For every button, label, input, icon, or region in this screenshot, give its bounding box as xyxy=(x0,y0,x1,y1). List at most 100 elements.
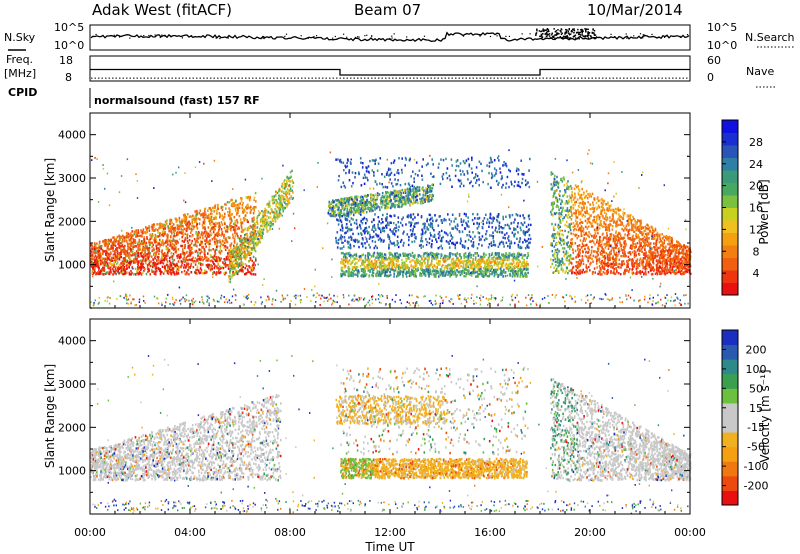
rti-cell xyxy=(96,263,99,266)
rti-cell xyxy=(517,251,520,255)
rti-cell xyxy=(101,257,103,260)
rti-cell xyxy=(365,258,367,262)
rti-cell xyxy=(172,223,175,226)
rti-cell xyxy=(175,251,177,254)
rti-cell xyxy=(158,252,160,255)
rti-cell xyxy=(378,258,380,262)
noise-search-dot xyxy=(576,37,579,40)
rti-cell xyxy=(161,265,164,268)
rti-cell xyxy=(91,257,93,261)
rti-cell xyxy=(360,201,362,204)
noise-search-dot xyxy=(346,36,348,38)
rti-cell xyxy=(376,203,378,206)
rti-cell xyxy=(268,202,271,206)
rti-cell xyxy=(148,269,150,272)
rti-cell xyxy=(137,263,139,267)
rti-cell xyxy=(148,239,150,242)
rti-cell xyxy=(181,244,184,248)
rti-cell xyxy=(243,254,245,258)
rti-cell xyxy=(105,258,107,261)
rti-cell xyxy=(506,253,508,256)
rti-cell xyxy=(94,247,96,251)
noise-search-dot xyxy=(389,37,391,40)
rti-cell xyxy=(228,265,231,268)
rti-cell xyxy=(202,232,205,235)
rti-cell xyxy=(183,253,186,256)
rti-cell xyxy=(106,254,108,257)
rti-cell xyxy=(148,262,151,265)
noise-search-dot xyxy=(557,36,559,39)
rti-cell xyxy=(206,257,209,260)
rti-cell xyxy=(175,264,178,268)
rti-cell xyxy=(135,229,138,232)
beam-title: Beam 07 xyxy=(354,1,421,19)
rti-cell xyxy=(386,199,388,202)
noise-search-dot xyxy=(582,30,584,33)
rti-cell xyxy=(400,264,403,267)
rti-cell xyxy=(233,202,235,205)
rti-cell xyxy=(145,262,147,265)
rti-cell xyxy=(130,248,132,251)
rti-cell xyxy=(157,231,159,234)
rti-cell xyxy=(386,274,388,278)
rti-cell xyxy=(435,258,437,261)
rti-cell xyxy=(252,241,254,244)
rti-cell xyxy=(238,206,241,209)
rti-cell xyxy=(404,201,407,204)
rti-cell xyxy=(389,199,392,203)
rti-cell xyxy=(171,255,174,258)
rti-cell xyxy=(246,241,248,244)
rti-cell xyxy=(473,263,476,266)
rti-cell xyxy=(102,269,105,272)
rti-cell xyxy=(505,255,508,259)
rti-cell xyxy=(209,215,211,219)
rti-cell xyxy=(181,221,183,225)
rti-cell xyxy=(251,247,253,250)
rti-cell xyxy=(140,268,142,271)
rti-cell xyxy=(423,189,425,192)
rti-cell xyxy=(162,253,165,256)
rti-cell xyxy=(169,220,171,223)
rti-cell xyxy=(480,265,483,269)
rti-cell xyxy=(426,197,428,200)
rti-cell xyxy=(422,200,425,203)
rti-cell xyxy=(144,259,146,263)
rti-cell xyxy=(276,205,279,209)
rti-cell xyxy=(103,250,106,253)
rti-cell xyxy=(154,233,157,237)
rti-cell xyxy=(112,248,114,252)
rti-cell xyxy=(274,219,277,222)
rti-cell xyxy=(463,275,465,278)
rti-cell xyxy=(206,241,208,244)
rti-cell xyxy=(186,228,189,231)
rti-cell xyxy=(223,271,226,275)
rti-cell xyxy=(282,197,285,201)
rti-cell xyxy=(226,255,229,258)
rti-cell xyxy=(198,257,201,261)
rti-cell xyxy=(500,265,503,268)
rti-cell xyxy=(253,209,256,212)
rti-cell xyxy=(224,238,227,242)
rti-cell xyxy=(161,252,163,255)
noise-search-dot xyxy=(577,33,580,36)
rti-cell xyxy=(188,225,191,228)
rti-cell xyxy=(414,270,416,273)
rti-cell xyxy=(348,274,350,278)
rti-cell xyxy=(140,263,143,266)
rti-cell xyxy=(227,256,230,259)
rti-cell xyxy=(188,223,191,226)
rti-cell xyxy=(342,251,344,255)
rti-cell xyxy=(260,224,263,227)
rti-cell xyxy=(394,200,397,203)
rti-cell xyxy=(173,232,176,235)
rti-cell xyxy=(109,247,112,251)
rti-cell xyxy=(176,262,178,266)
rti-cell xyxy=(352,255,354,258)
rti-cell xyxy=(244,263,247,266)
rti-cell xyxy=(260,230,262,234)
noise-search-dot xyxy=(118,36,121,38)
noise-search-dot xyxy=(500,37,502,40)
rti-cell xyxy=(418,189,421,192)
rti-cell xyxy=(251,207,254,210)
